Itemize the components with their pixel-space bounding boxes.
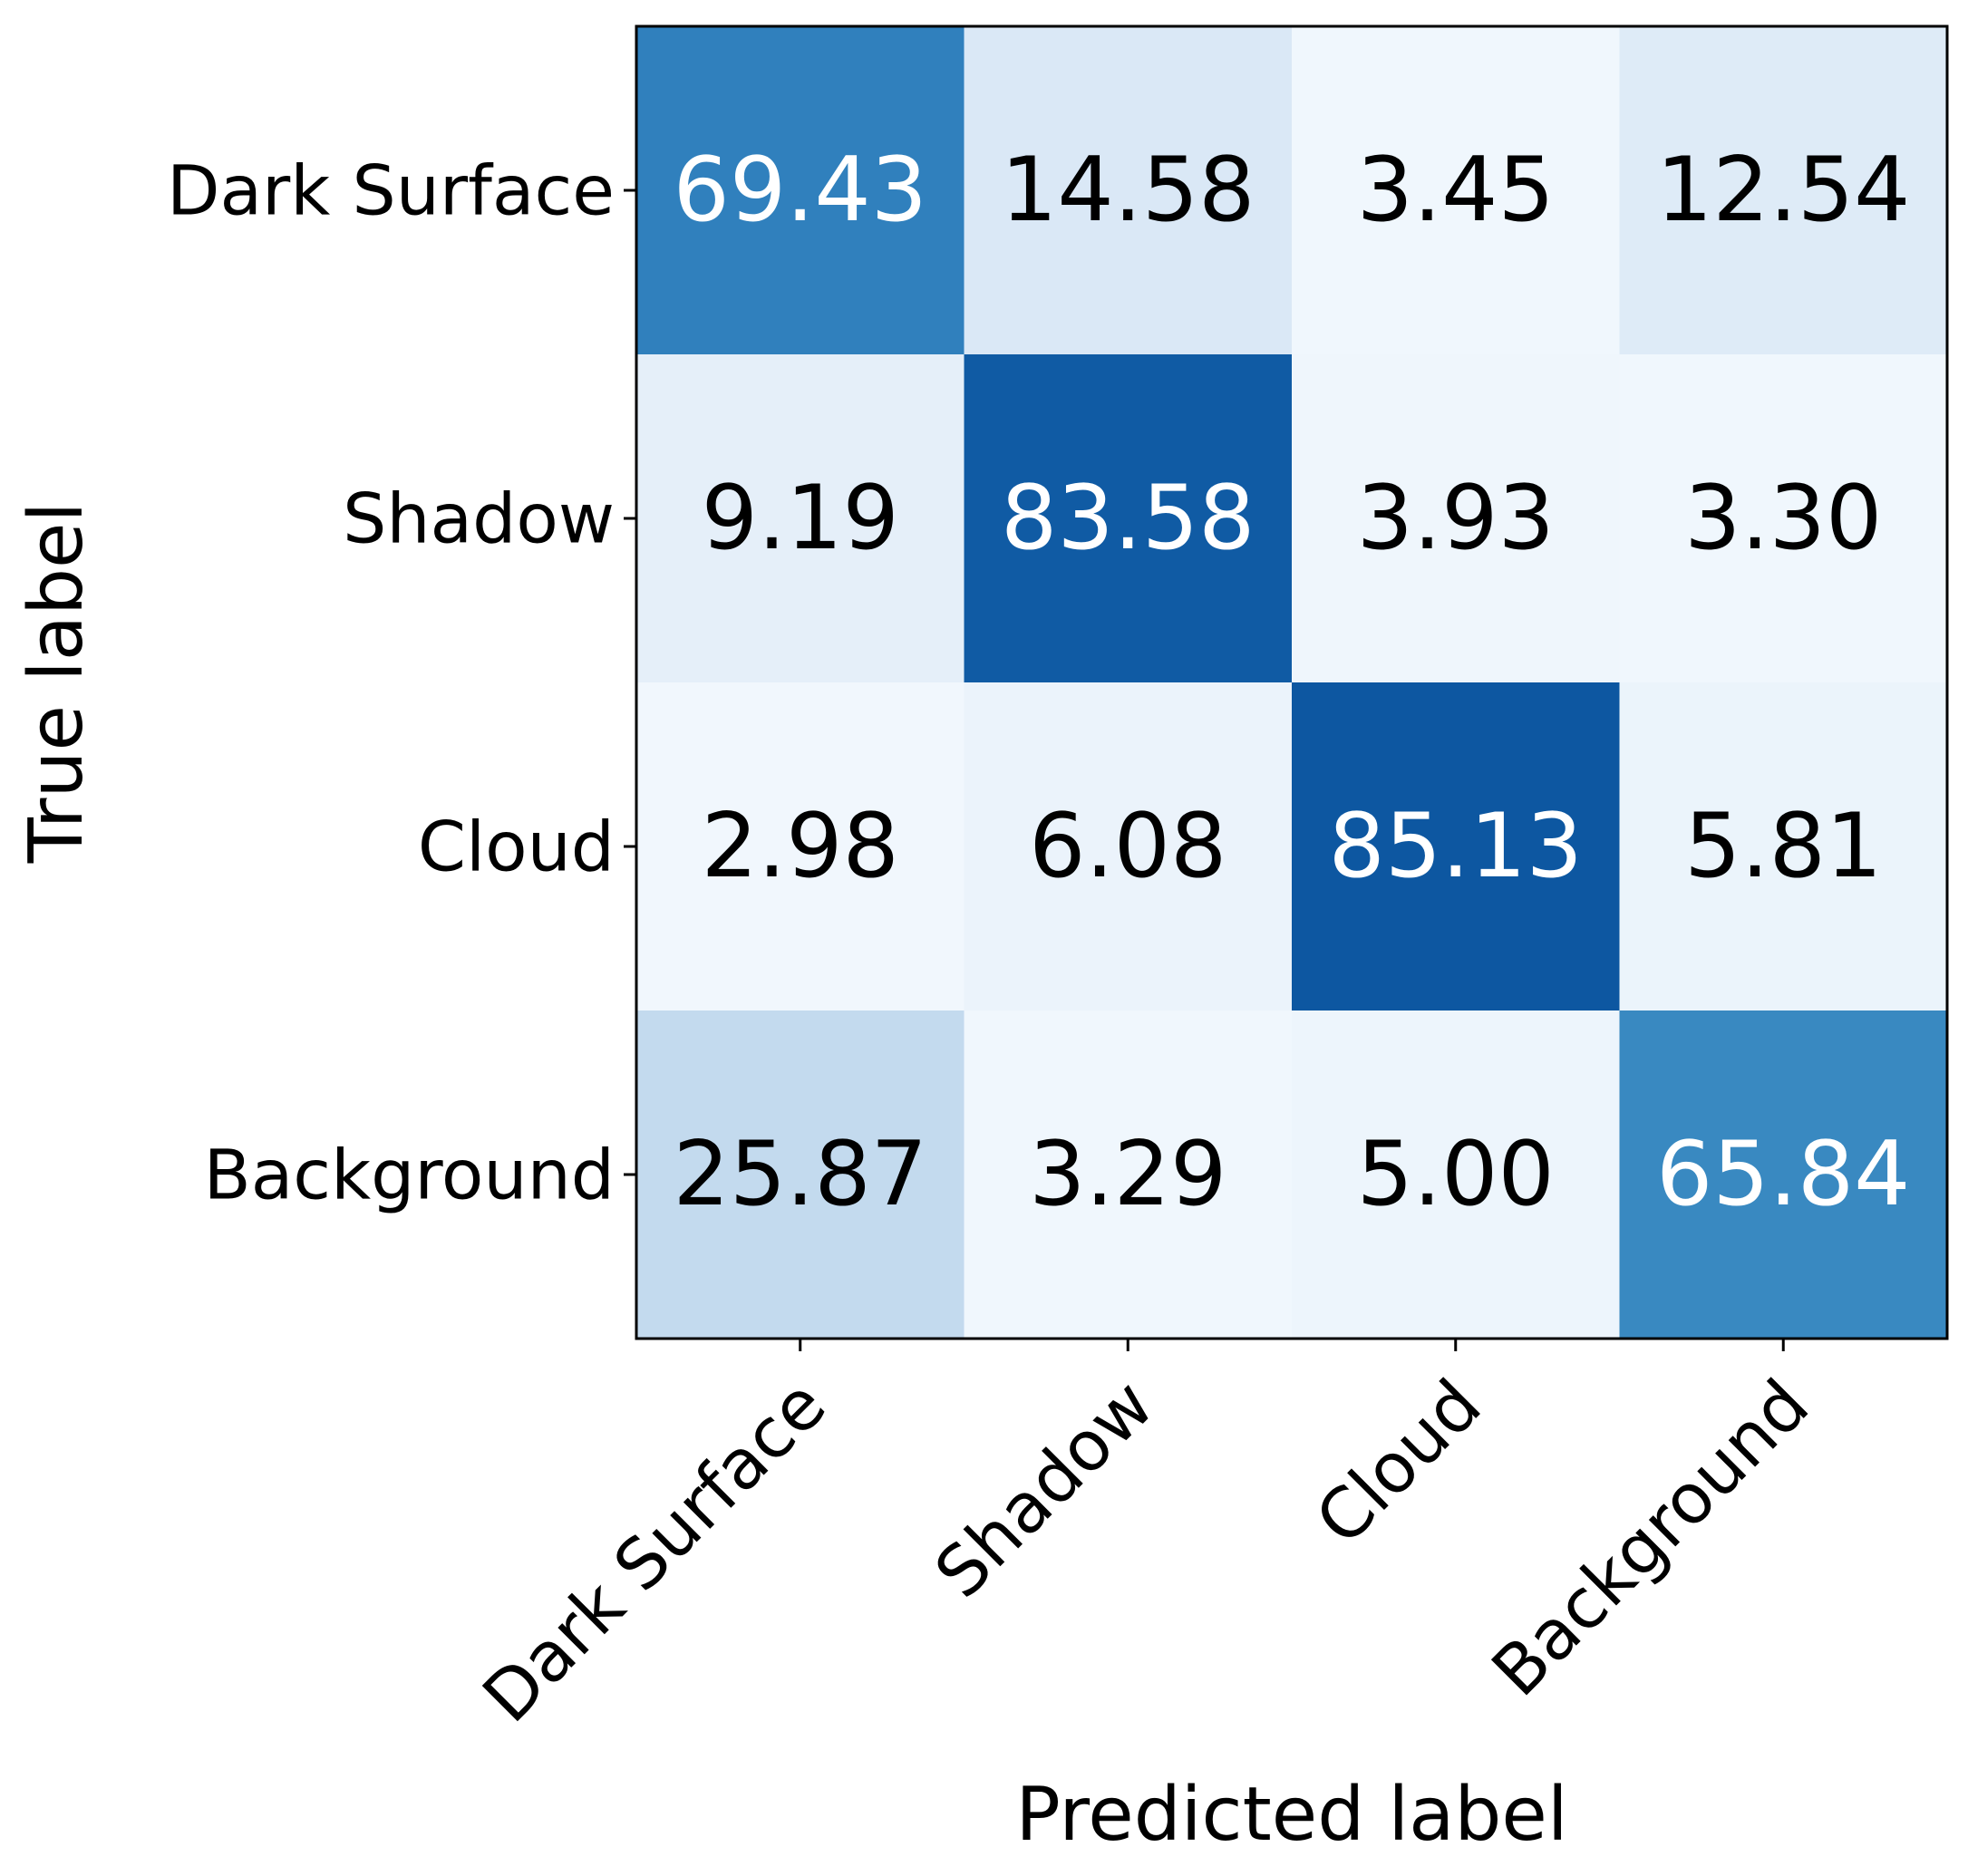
heatmap-cell (1619, 682, 1948, 1011)
cell-value-label: 83.58 (1001, 467, 1255, 570)
heatmap-cell (1292, 682, 1620, 1011)
y-axis: Dark Surface Shadow Cloud Background (167, 150, 636, 1215)
cell-value-label: 65.84 (1656, 1123, 1911, 1226)
cell-value-label: 12.54 (1656, 139, 1911, 242)
cell-value-label: 6.08 (1029, 795, 1226, 898)
heatmap-cell (1292, 354, 1620, 683)
x-tick-label: Shadow (919, 1364, 1168, 1613)
heatmap-cell (964, 26, 1293, 355)
cell-value-label: 85.13 (1328, 795, 1583, 898)
cell-value-label: 3.30 (1684, 467, 1882, 570)
cell-value-label: 14.58 (1001, 139, 1255, 242)
x-tick-label: Dark Surface (467, 1364, 840, 1737)
x-tick-label: Cloud (1300, 1364, 1496, 1560)
x-tick-label: Background (1477, 1364, 1825, 1712)
heatmap-cells: 69.43 14.58 3.45 12.54 9.19 83.58 3.93 3.30 2.98… (636, 26, 1948, 1339)
plot-frame (635, 24, 1949, 1340)
cell-value-label: 3.45 (1357, 139, 1555, 242)
heatmap-cell (636, 1011, 965, 1339)
heatmap-cell (1292, 1011, 1620, 1339)
y-tick-label: Background (204, 1135, 615, 1215)
heatmap-cell (636, 26, 965, 355)
y-tick-label: Cloud (418, 807, 615, 887)
cell-value-label: 25.87 (673, 1123, 927, 1226)
heatmap-cell (636, 354, 965, 683)
y-tick-label: Dark Surface (167, 150, 615, 231)
cell-value-label: 69.43 (673, 139, 927, 242)
y-axis-label: True label (14, 502, 100, 865)
cell-value-label: 9.19 (702, 467, 899, 570)
heatmap-cell (1619, 1011, 1948, 1339)
cell-value-label: 5.00 (1357, 1123, 1555, 1226)
heatmap-cell (964, 1011, 1293, 1339)
cell-value-label: 3.93 (1357, 467, 1555, 570)
cell-value-label: 2.98 (702, 795, 899, 898)
heatmap-cell (1619, 354, 1948, 683)
heatmap-cell (1292, 26, 1620, 355)
y-tick-label: Shadow (343, 479, 615, 559)
heatmap-cell (964, 682, 1293, 1011)
x-axis-label: Predicted label (1015, 1772, 1567, 1858)
cell-value-label: 5.81 (1684, 795, 1882, 898)
heatmap-cell (636, 682, 965, 1011)
heatmap-cell (964, 354, 1293, 683)
cell-value-label: 3.29 (1029, 1123, 1226, 1226)
heatmap-cell (1619, 26, 1948, 355)
